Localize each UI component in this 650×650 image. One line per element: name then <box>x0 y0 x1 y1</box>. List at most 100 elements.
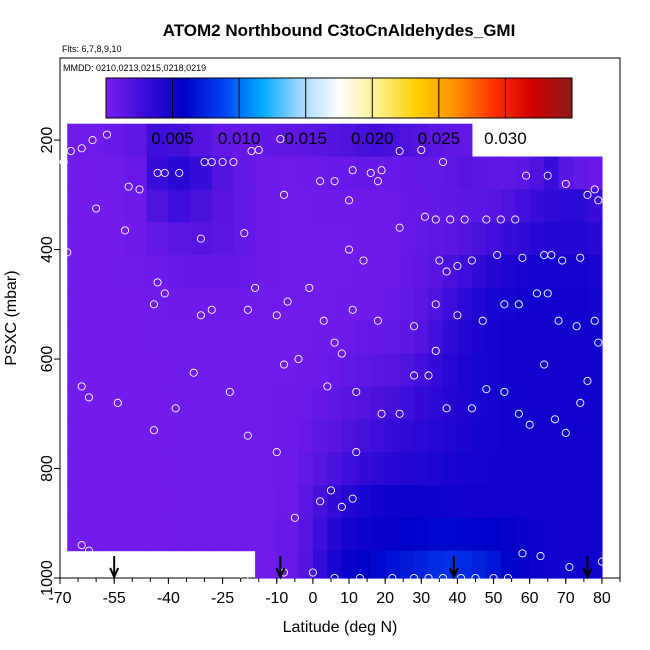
x-tick-label: -70 <box>48 590 71 607</box>
heatmap-cell <box>103 419 126 453</box>
heatmap-cell <box>190 255 213 289</box>
observation-point <box>207 305 216 314</box>
observation-point <box>352 448 361 457</box>
heatmap-cell <box>486 156 502 190</box>
observation-point <box>92 204 101 213</box>
heatmap-cell <box>399 484 415 519</box>
heatmap-cell <box>298 156 314 190</box>
heatmap-cell <box>486 189 502 223</box>
heatmap-cell <box>558 386 574 420</box>
heatmap-cell <box>67 517 104 552</box>
heatmap-cell <box>500 353 516 388</box>
heatmap-cell <box>471 156 487 190</box>
heatmap-cell <box>341 123 357 158</box>
heatmap-cell <box>356 189 372 223</box>
heatmap-cell <box>471 452 487 486</box>
heatmap-cell <box>312 189 328 223</box>
observation-point <box>417 145 426 155</box>
y-tick-label: 600 <box>39 346 56 373</box>
heatmap-cell <box>500 156 516 190</box>
heatmap-cell <box>370 386 386 420</box>
observation-point <box>366 168 375 177</box>
observation-point <box>153 278 162 287</box>
heatmap-cell <box>327 517 343 552</box>
heatmap-cell <box>399 517 415 552</box>
heatmap-cell <box>515 484 531 519</box>
heatmap-cell <box>233 255 256 289</box>
heatmap-cell <box>587 287 603 322</box>
heatmap-cell <box>544 484 560 519</box>
heatmap-cell <box>125 484 148 519</box>
heatmap-cell <box>168 123 191 158</box>
heatmap-cell <box>500 386 516 420</box>
heatmap-cell <box>399 255 415 289</box>
heatmap-cell <box>515 452 531 486</box>
observation-point <box>424 573 433 583</box>
heatmap-cell <box>399 156 415 190</box>
heatmap-cell <box>457 156 473 190</box>
heatmap-cell <box>67 452 104 486</box>
heatmap-cell <box>233 287 256 322</box>
heatmap-cell <box>414 287 430 322</box>
heatmap-cell <box>255 419 278 453</box>
heatmap-cell <box>587 320 603 355</box>
dates-subtitle: MMDD: 0210,0213,0215,0218,0219 <box>63 63 206 73</box>
heatmap-cell <box>457 123 473 158</box>
heatmap-cell <box>211 419 235 453</box>
observation-point <box>583 376 592 385</box>
observation-point <box>283 297 292 306</box>
heatmap-cell <box>587 189 603 223</box>
heatmap-cell <box>558 517 574 552</box>
heatmap-cell <box>298 452 314 486</box>
observation-point <box>316 177 325 186</box>
heatmap-cell <box>255 353 278 388</box>
observation-point <box>431 300 440 309</box>
heatmap-cell <box>399 353 415 388</box>
heatmap-cell <box>457 452 473 486</box>
heatmap-cell <box>125 222 148 256</box>
heatmap-cell <box>442 386 459 420</box>
location-arrow-head <box>448 567 459 580</box>
heatmap-cell <box>573 189 589 223</box>
heatmap-cell <box>442 222 459 256</box>
heatmap-cell <box>587 222 603 256</box>
heatmap-cell <box>428 255 444 289</box>
heatmap-cell <box>529 156 545 190</box>
heatmap-cell <box>529 287 545 322</box>
heatmap-cell <box>341 189 357 223</box>
observation-point <box>323 382 332 391</box>
heatmap-cell <box>500 517 516 552</box>
observation-point <box>500 300 509 309</box>
y-tick-label: 200 <box>39 127 56 154</box>
heatmap-cell <box>457 386 473 420</box>
observation-point <box>442 267 451 276</box>
heatmap-cell <box>168 255 191 289</box>
observation-point <box>576 398 585 407</box>
observation-point <box>294 355 303 364</box>
heatmap-cell <box>233 353 256 388</box>
observation-point <box>435 256 444 265</box>
chart-title: ATOM2 Northbound C3toCnAldehydes_GMI <box>163 21 516 40</box>
observation-point <box>525 420 534 429</box>
heatmap-cell <box>233 386 256 420</box>
observation-point <box>576 253 585 262</box>
observation-point <box>305 283 314 292</box>
observation-point <box>410 573 419 583</box>
heatmap-cell <box>146 222 169 256</box>
heatmap-cell <box>168 517 191 552</box>
heatmap-cell <box>298 386 314 420</box>
heatmap-cell <box>558 156 574 190</box>
heatmap-cell <box>356 452 372 486</box>
heatmap-cell <box>298 517 314 552</box>
heatmap-cell <box>125 517 148 552</box>
observation-point <box>135 185 144 194</box>
location-arrows <box>109 556 593 580</box>
heatmap-cell <box>103 255 126 289</box>
heatmap-cell <box>573 386 589 420</box>
heatmap-cell <box>558 353 574 388</box>
x-tick-label: -25 <box>211 590 234 607</box>
heatmap-cell <box>276 386 300 420</box>
heatmap-cell <box>327 320 343 355</box>
observation-point <box>395 409 404 418</box>
heatmap-cell <box>168 419 191 453</box>
